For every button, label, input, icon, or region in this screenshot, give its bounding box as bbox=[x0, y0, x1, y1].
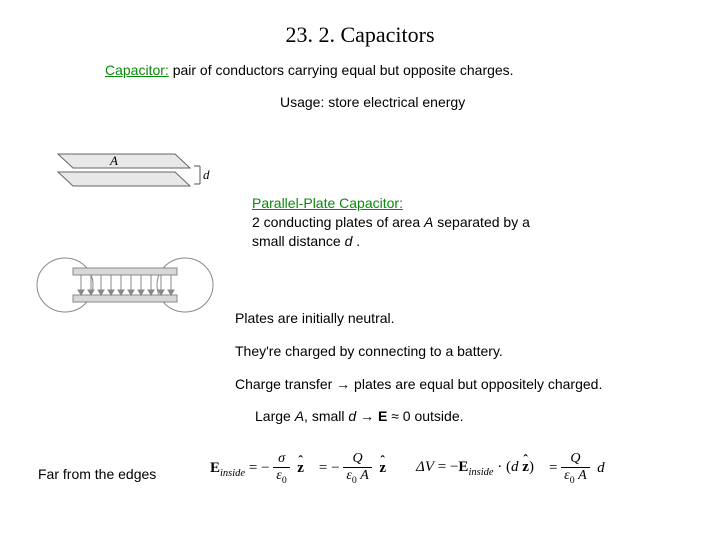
definition-text: pair of conductors carrying equal but op… bbox=[169, 62, 514, 78]
definition-term: Capacitor: bbox=[105, 62, 169, 78]
eq-zhat3: z bbox=[522, 459, 529, 476]
equations-row: Einside = − σ ε0 z = − Q ε0 A z ΔV = −Ei… bbox=[210, 452, 605, 486]
eq-dV: ΔV bbox=[416, 459, 434, 475]
eq-eps0A2: ε0 A bbox=[561, 468, 590, 486]
eq-Q: Q bbox=[343, 452, 372, 468]
eq-d: d bbox=[511, 459, 519, 475]
usage-line: Usage: store electrical energy bbox=[0, 94, 720, 124]
eq-inside-sub2: inside bbox=[468, 467, 493, 478]
eq-minus1: − bbox=[261, 460, 269, 476]
far-from-edges: Far from the edges bbox=[38, 466, 156, 482]
eq-zhat1: z bbox=[297, 460, 304, 477]
eq-eq2: = bbox=[319, 460, 331, 476]
ppc-heading: Parallel-Plate Capacitor: bbox=[252, 195, 403, 211]
plates-line3a: Charge transfer bbox=[235, 376, 336, 392]
la-t2: , small bbox=[304, 408, 348, 424]
ppc-line2a: small distance bbox=[252, 233, 345, 249]
plates-line3b: plates are equal but oppositely charged. bbox=[350, 376, 602, 392]
eq-eps0-1: ε0 bbox=[273, 468, 289, 486]
bottom-plate bbox=[58, 172, 190, 186]
ppc-line2b: . bbox=[352, 233, 360, 249]
la-t1: Large bbox=[255, 408, 295, 424]
right-fringe bbox=[157, 258, 213, 312]
eq-frac3: Q ε0 A bbox=[561, 452, 590, 486]
la-E: E bbox=[378, 408, 387, 424]
eq-E2: E bbox=[458, 459, 468, 475]
eq-frac1: σ ε0 bbox=[273, 452, 289, 486]
eq-close: ) bbox=[529, 459, 534, 475]
eq-eps0A: ε0 A bbox=[343, 468, 372, 486]
plates-line1: Plates are initially neutral. bbox=[235, 306, 602, 331]
distance-label: d bbox=[203, 167, 210, 182]
capacitor-definition: Capacitor: pair of conductors carrying e… bbox=[0, 62, 720, 94]
implies-arrow: → bbox=[336, 376, 350, 392]
section-title: 23. 2. Capacitors bbox=[0, 0, 720, 62]
eq-eq3: = bbox=[438, 459, 450, 475]
eq-inside-sub: inside bbox=[220, 468, 245, 479]
ppc-line1b: separated by a bbox=[433, 214, 530, 230]
parallel-plate-description: Parallel-Plate Capacitor: 2 conducting p… bbox=[252, 194, 530, 251]
eq-Q2: Q bbox=[561, 452, 590, 468]
left-fringe bbox=[37, 258, 93, 312]
eq-q-form: = − Q ε0 A z bbox=[319, 452, 386, 486]
eq-eq1: = bbox=[249, 460, 261, 476]
eq-final: = Q ε0 A d bbox=[549, 452, 605, 486]
eq-sigma: σ bbox=[273, 452, 289, 468]
eq-E: E bbox=[210, 460, 220, 476]
la-A: A bbox=[295, 408, 304, 424]
ppc-A: A bbox=[424, 214, 433, 230]
la-arrow: → bbox=[360, 408, 374, 424]
plates-line2: They're charged by connecting to a batte… bbox=[235, 339, 602, 364]
top-plate-side bbox=[73, 268, 177, 275]
la-approx: ≈ bbox=[387, 408, 402, 424]
eq-dvar: d bbox=[597, 460, 605, 476]
eq-einside: Einside = − σ ε0 z bbox=[210, 452, 304, 486]
eq-zhat2: z bbox=[379, 460, 386, 477]
large-a-small-d: Large A, small d → E ≈ 0 outside. bbox=[255, 408, 464, 424]
la-t5: 0 outside. bbox=[403, 408, 464, 424]
top-plate bbox=[58, 154, 190, 168]
parallel-plate-iso-figure: A d bbox=[40, 148, 210, 210]
plates-description: Plates are initially neutral. They're ch… bbox=[235, 306, 602, 406]
ppc-line1a: 2 conducting plates of area bbox=[252, 214, 424, 230]
eq-dv: ΔV = −Einside · (d z) bbox=[416, 459, 534, 478]
field-lines-figure bbox=[25, 248, 225, 322]
area-label: A bbox=[109, 153, 118, 168]
eq-minus2: − bbox=[331, 460, 339, 476]
eq-dot: · bbox=[497, 459, 502, 475]
eq-frac2: Q ε0 A bbox=[343, 452, 372, 486]
bottom-plate-side bbox=[73, 295, 177, 302]
plates-line3: Charge transfer → plates are equal but o… bbox=[235, 372, 602, 397]
eq-eq4: = bbox=[549, 460, 561, 476]
